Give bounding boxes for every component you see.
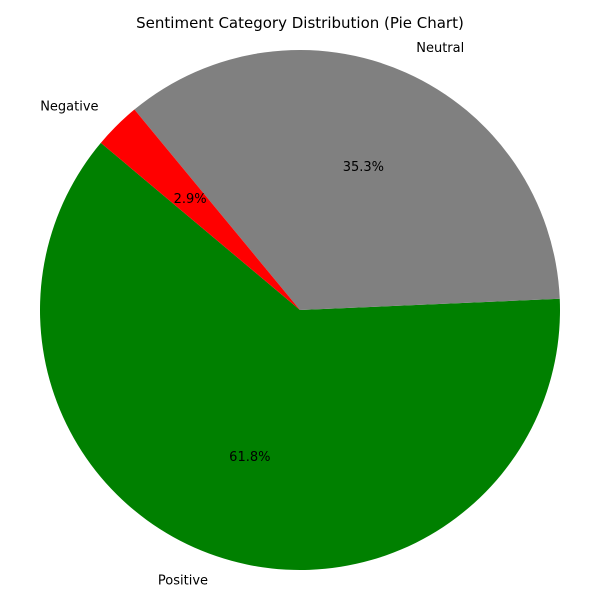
slice-label-negative: Negative [40,99,98,114]
pie-slice-neutral [134,49,560,310]
chart-title: Sentiment Category Distribution (Pie Cha… [136,14,464,32]
pie-slice-negative [100,109,300,310]
slice-percent-positive: 61.8% [229,450,270,465]
pie-slices [40,49,561,570]
pie-slice-positive [40,142,561,570]
slice-percent-negative: 2.9% [174,192,207,207]
pie-labels: Positive 61.8% Neutral 35.3% Negative 2.9% [40,41,464,588]
slice-percent-neutral: 35.3% [343,160,384,175]
slice-label-positive: Positive [158,573,208,588]
slice-label-neutral: Neutral [416,41,464,56]
